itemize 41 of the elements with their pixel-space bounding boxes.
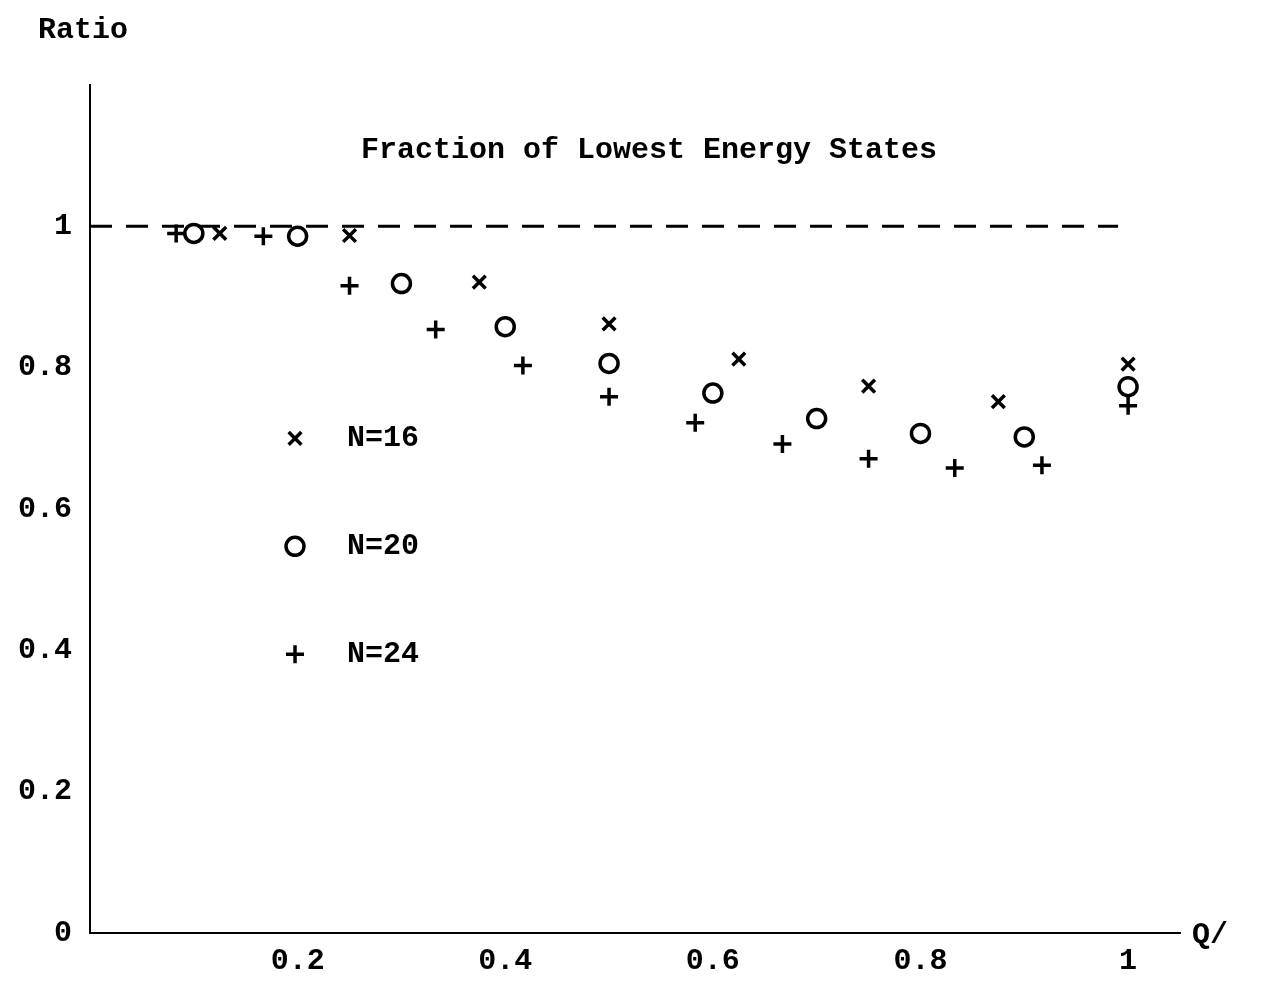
point — [598, 352, 620, 375]
point — [338, 274, 361, 297]
point — [183, 222, 205, 245]
x-tick-label: 0.2 — [270, 943, 325, 978]
point — [730, 351, 747, 368]
x-axis-title: Q/ — [1192, 917, 1229, 952]
point — [512, 354, 534, 377]
point — [252, 225, 275, 247]
point — [600, 315, 618, 332]
point — [771, 433, 794, 455]
legend-label: N=20 — [347, 528, 420, 563]
legend-label: N=24 — [347, 636, 420, 671]
point — [1117, 376, 1139, 398]
x-tick-label: 1 — [1119, 943, 1138, 978]
point — [990, 393, 1007, 410]
point — [494, 315, 516, 338]
y-tick-label: 0.4 — [17, 632, 73, 667]
point — [1013, 426, 1036, 448]
y-tick-label: 1 — [53, 208, 73, 243]
point — [471, 274, 488, 291]
point — [909, 422, 932, 445]
y-tick-label: 0.2 — [17, 774, 73, 809]
x-tick-label: 0.4 — [478, 943, 533, 978]
point — [341, 227, 358, 244]
y-axis-title: Ratio — [38, 12, 129, 47]
y-tick-label: 0 — [53, 915, 73, 950]
point — [857, 448, 880, 470]
point — [805, 407, 828, 430]
point — [424, 318, 447, 341]
point — [860, 377, 877, 395]
point — [702, 382, 724, 404]
point — [1119, 356, 1137, 373]
x-tick-label: 0.6 — [685, 943, 740, 978]
y-tick-label: 0.8 — [17, 350, 73, 385]
text: Fraction of Lowest Energy States — [361, 132, 938, 167]
point — [211, 225, 228, 242]
legend-label: N=16 — [347, 420, 420, 455]
y-tick-label: 0.6 — [17, 491, 73, 526]
point — [390, 272, 413, 295]
x-tick-label: 0.8 — [893, 943, 948, 978]
point — [286, 225, 309, 247]
